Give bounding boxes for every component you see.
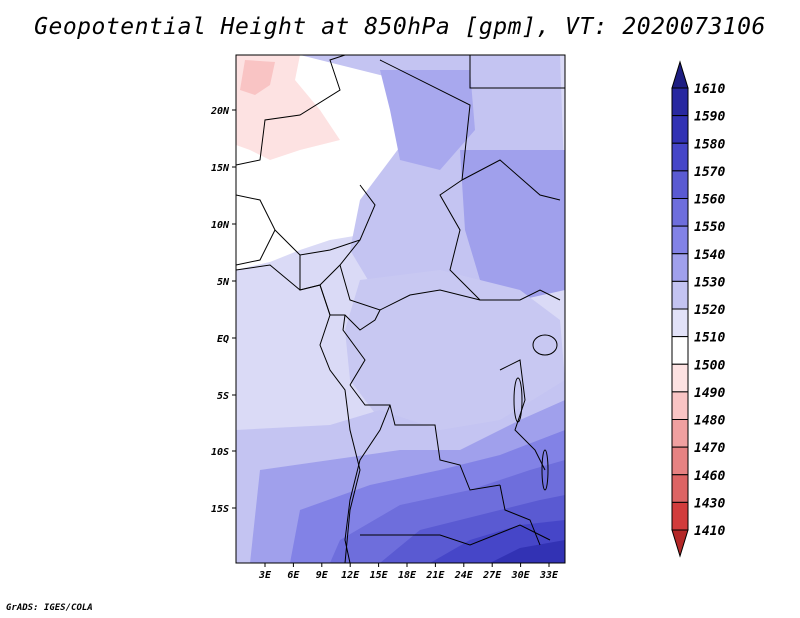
field-1590 <box>490 540 565 563</box>
lat-tick-label: 20N <box>210 106 230 117</box>
colorbar-label: 1460 <box>694 469 725 484</box>
field-1540-north <box>380 70 475 170</box>
lat-tick-label: 10N <box>211 220 230 231</box>
lon-tick-label: 18E <box>398 570 417 581</box>
colorbar-label: 1490 <box>694 386 725 401</box>
colorbar-segment <box>671 115 689 144</box>
lake-malawi <box>541 449 549 491</box>
colorbar-label: 1550 <box>694 220 725 235</box>
colorbar-label: 1510 <box>694 331 725 346</box>
colorbar-segment <box>671 87 689 117</box>
colorbar-label: 1540 <box>694 248 725 263</box>
colorbar-segment <box>671 170 689 199</box>
colorbar-segment <box>671 363 689 393</box>
lat-tick-label: 5N <box>217 277 230 288</box>
colorbar-label: 1590 <box>694 110 725 125</box>
colorbar-segment <box>671 142 689 172</box>
coastline <box>236 264 361 563</box>
colorbar-segment <box>671 225 689 255</box>
lat-tick-label: 10S <box>211 447 229 458</box>
colorbar-label: 1520 <box>694 303 725 318</box>
colorbar-segment <box>671 308 689 338</box>
colorbar-segment <box>671 336 689 365</box>
latitude-axis: 20N 15N 10N 5N EQ 5S 10S 15S <box>210 106 236 515</box>
colorbar-label: 1480 <box>694 414 725 429</box>
colorbar-label: 1530 <box>694 275 725 290</box>
colorbar-label: 1430 <box>694 496 725 511</box>
colorbar-segment <box>671 253 689 282</box>
field-1540-east <box>460 150 565 300</box>
colorbar-segment <box>671 501 689 531</box>
map-frame <box>235 54 566 564</box>
lon-tick-label: 33E <box>539 570 559 581</box>
colorbar-label: 1560 <box>694 193 725 208</box>
colorbar: 1610 1590 1580 1570 1560 1550 1540 1530 1520 1510… <box>671 60 725 558</box>
field-1530-central <box>345 270 565 440</box>
colorbar-segment <box>671 446 689 476</box>
colorbar-label: 1570 <box>694 165 725 180</box>
colorbar-segment <box>671 198 689 227</box>
colorbar-label: 1610 <box>694 82 725 97</box>
longitude-axis: 3E 6E 9E 12E 15E 18E 21E 24E 27E 30E 33E <box>258 563 559 581</box>
lon-tick-label: 30E <box>511 570 531 581</box>
chart-title: Geopotential Height at 850hPa [gpm], VT:… <box>34 14 766 40</box>
colorbar-segment <box>671 419 689 448</box>
lat-tick-label: 5S <box>217 391 229 402</box>
lon-tick-label: 9E <box>316 570 329 581</box>
lon-tick-label: 3E <box>258 570 272 581</box>
colorbar-label: 1470 <box>694 441 725 456</box>
lat-tick-label: EQ <box>217 334 229 345</box>
colorbar-top-triangle <box>671 60 689 89</box>
lon-tick-label: 12E <box>341 570 360 581</box>
field-1500 <box>240 60 275 95</box>
lon-tick-label: 15E <box>370 570 389 581</box>
lon-tick-label: 6E <box>287 570 300 581</box>
colorbar-segment <box>671 280 689 310</box>
colorbar-label: 1580 <box>694 137 725 152</box>
lake-victoria <box>532 334 558 356</box>
lake-tanganyika <box>513 377 523 423</box>
lat-tick-label: 15N <box>211 163 230 174</box>
field-1520-coast <box>236 255 350 440</box>
country-borders <box>236 55 565 563</box>
lat-tick-label: 15S <box>211 504 229 515</box>
colorbar-label: 1410 <box>694 524 725 539</box>
colorbar-bottom-triangle <box>671 529 689 558</box>
grads-credit: GrADS: IGES/COLA <box>6 603 93 613</box>
lon-tick-label: 24E <box>454 570 474 581</box>
map-plot-area <box>236 55 565 563</box>
lon-tick-label: 27E <box>482 570 502 581</box>
lon-tick-label: 21E <box>425 570 445 581</box>
colorbar-segment <box>671 391 689 420</box>
colorbar-label: 1500 <box>694 358 725 373</box>
colorbar-segment <box>671 474 689 503</box>
